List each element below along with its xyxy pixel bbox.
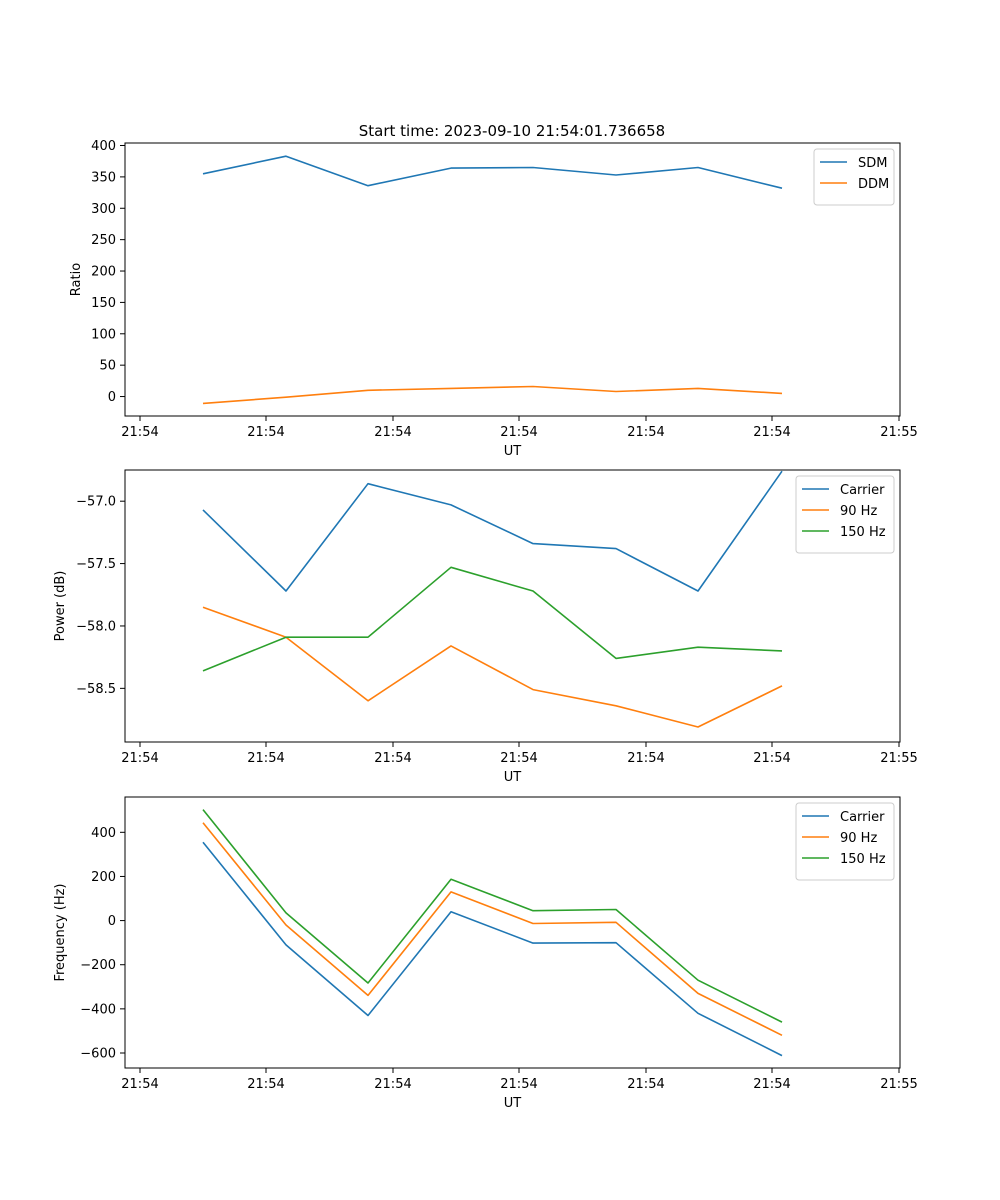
y-axis-label: Ratio — [69, 263, 84, 296]
x-tick-label: 21:55 — [880, 425, 917, 440]
legend-label: 150 Hz — [840, 525, 886, 540]
y-tick-label: 100 — [91, 327, 116, 342]
x-tick-label: 21:54 — [374, 425, 411, 440]
series-line-150-hz — [202, 809, 783, 1023]
series-line-90-hz — [202, 606, 783, 728]
legend-label: DDM — [858, 177, 889, 192]
x-tick-label: 21:54 — [121, 1077, 158, 1092]
y-tick-label: 150 — [91, 296, 116, 311]
y-tick-label: 200 — [91, 265, 116, 280]
y-tick-label: −400 — [80, 1002, 116, 1017]
legend: Carrier 90 Hz 150 Hz — [795, 802, 895, 881]
y-tick-label: −600 — [80, 1046, 116, 1061]
legend-box — [813, 148, 895, 206]
y-tick-label: 300 — [91, 202, 116, 217]
legend-label: 90 Hz — [840, 504, 877, 519]
series-line-150-hz — [202, 566, 783, 672]
legend-label: Carrier — [840, 810, 885, 825]
x-tick-label: 21:54 — [247, 425, 284, 440]
x-tick-label: 21:54 — [247, 1077, 284, 1092]
x-axis-label: UT — [504, 770, 522, 785]
y-tick-label: 50 — [99, 359, 116, 374]
x-tick-label: 21:54 — [627, 1077, 664, 1092]
series-line-ddm — [202, 385, 783, 405]
x-tick-label: 21:54 — [753, 751, 790, 766]
legend-box — [795, 475, 895, 554]
x-tick-label: 21:54 — [753, 1077, 790, 1092]
y-tick-label: −58.5 — [76, 682, 116, 697]
y-tick-label: 0 — [108, 914, 116, 929]
y-tick-label: 400 — [91, 826, 116, 841]
y-tick-label: 350 — [91, 170, 116, 185]
chart-panel-1: 21:54 21:54 21:54 21:54 21:54 21:54 21:55 UT 0 50… — [69, 139, 918, 459]
plot-frame — [124, 469, 901, 743]
legend-label: 90 Hz — [840, 831, 877, 846]
plot-frame — [124, 796, 901, 1069]
y-tick-label: 250 — [91, 233, 116, 248]
x-tick-label: 21:55 — [880, 751, 917, 766]
y-tick-label: −57.5 — [76, 557, 116, 572]
x-tick-label: 21:54 — [121, 425, 158, 440]
y-tick-label: −58.0 — [76, 619, 116, 634]
x-tick-label: 21:54 — [500, 425, 537, 440]
y-tick-label: −57.0 — [76, 495, 116, 510]
x-tick-label: 21:54 — [374, 1077, 411, 1092]
series-line-carrier — [202, 470, 783, 592]
legend: SDM DDM — [813, 148, 895, 206]
y-axis-label: Power (dB) — [53, 571, 68, 642]
figure-title: Start time: 2023-09-10 21:54:01.736658 — [359, 122, 665, 140]
x-tick-label: 21:54 — [753, 425, 790, 440]
y-tick-label: 0 — [108, 390, 116, 405]
x-axis-label: UT — [504, 444, 522, 459]
x-tick-label: 21:54 — [627, 425, 664, 440]
x-tick-label: 21:54 — [627, 751, 664, 766]
chart-panel-2: 21:54 21:54 21:54 21:54 21:54 21:54 21:55 UT −58… — [53, 469, 918, 785]
y-tick-label: −200 — [80, 958, 116, 973]
y-axis-label: Frequency (Hz) — [53, 883, 68, 981]
y-tick-label: 200 — [91, 870, 116, 885]
x-axis-label: UT — [504, 1096, 522, 1111]
legend: Carrier 90 Hz 150 Hz — [795, 475, 895, 554]
x-tick-label: 21:55 — [880, 1077, 917, 1092]
legend-label: 150 Hz — [840, 852, 886, 867]
x-tick-label: 21:54 — [247, 751, 284, 766]
x-tick-label: 21:54 — [500, 1077, 537, 1092]
legend-label: SDM — [858, 156, 887, 171]
series-line-carrier — [202, 841, 783, 1057]
legend-label: Carrier — [840, 483, 885, 498]
series-line-90-hz — [202, 822, 783, 1037]
chart-panel-3: 21:54 21:54 21:54 21:54 21:54 21:54 21:55 UT −60… — [53, 796, 918, 1111]
plot-frame — [124, 142, 901, 417]
y-tick-label: 400 — [91, 139, 116, 154]
legend-box — [795, 802, 895, 881]
series-line-sdm — [202, 155, 783, 189]
x-tick-label: 21:54 — [374, 751, 411, 766]
x-tick-label: 21:54 — [121, 751, 158, 766]
x-tick-label: 21:54 — [500, 751, 537, 766]
